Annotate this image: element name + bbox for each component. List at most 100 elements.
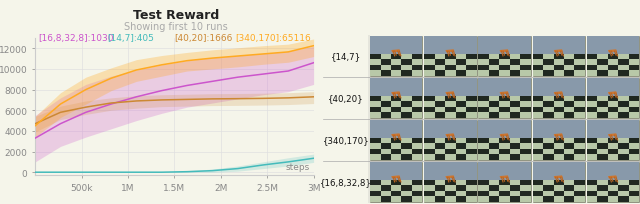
Bar <box>510 113 520 118</box>
Bar <box>370 102 381 107</box>
Bar <box>412 55 422 60</box>
Bar <box>587 121 639 138</box>
Bar <box>424 180 435 185</box>
Bar <box>628 191 639 196</box>
Bar <box>479 107 489 113</box>
Bar <box>424 121 477 138</box>
Bar <box>424 113 435 118</box>
Bar <box>479 185 489 191</box>
Bar <box>532 96 543 102</box>
Bar <box>554 107 564 113</box>
Bar <box>608 144 618 149</box>
Bar <box>435 196 445 202</box>
Bar <box>628 65 639 71</box>
Bar <box>543 55 554 60</box>
Bar <box>532 37 585 76</box>
Bar <box>597 55 608 60</box>
Bar <box>543 107 554 113</box>
Bar <box>499 60 510 65</box>
Bar <box>520 102 531 107</box>
Bar <box>435 154 445 160</box>
Bar <box>412 191 422 196</box>
Bar <box>500 175 509 178</box>
Bar <box>456 185 466 191</box>
Bar <box>597 96 608 102</box>
Bar <box>587 113 597 118</box>
Bar <box>520 65 531 71</box>
Bar <box>479 138 489 144</box>
Bar <box>401 138 412 144</box>
Bar <box>543 65 554 71</box>
Bar <box>587 55 597 60</box>
Bar <box>532 163 585 180</box>
Bar <box>628 113 639 118</box>
Bar <box>391 50 400 53</box>
Bar <box>435 71 445 76</box>
Bar <box>424 55 435 60</box>
Bar <box>532 154 543 160</box>
Bar <box>479 196 489 202</box>
Bar <box>370 79 422 96</box>
Bar <box>370 65 381 71</box>
Bar <box>445 196 456 202</box>
Bar <box>466 55 477 60</box>
Bar <box>564 60 575 65</box>
Bar <box>618 55 628 60</box>
Bar <box>499 55 510 60</box>
Bar <box>597 185 608 191</box>
Bar <box>456 191 466 196</box>
Bar <box>618 149 628 154</box>
Bar <box>424 65 435 71</box>
Bar <box>479 121 531 160</box>
Bar <box>391 154 401 160</box>
Bar <box>370 121 422 138</box>
Bar <box>391 196 401 202</box>
Bar <box>381 113 391 118</box>
Bar <box>424 138 435 144</box>
Bar <box>499 65 510 71</box>
Bar <box>424 107 435 113</box>
Bar <box>391 180 401 185</box>
Bar <box>628 96 639 102</box>
Bar <box>489 138 499 144</box>
Bar <box>532 37 585 55</box>
Bar <box>412 185 422 191</box>
Bar <box>479 71 489 76</box>
Bar <box>532 107 543 113</box>
Bar <box>608 180 618 185</box>
Bar <box>370 37 422 76</box>
Bar <box>479 60 489 65</box>
Bar <box>597 144 608 149</box>
Bar <box>597 196 608 202</box>
Bar <box>587 144 597 149</box>
Bar <box>554 102 564 107</box>
Bar <box>370 138 381 144</box>
Bar <box>466 191 477 196</box>
Bar <box>532 185 543 191</box>
Bar <box>456 107 466 113</box>
Bar <box>466 102 477 107</box>
Bar <box>564 149 575 154</box>
Bar <box>401 55 412 60</box>
Bar <box>618 185 628 191</box>
Bar <box>424 121 477 160</box>
Bar <box>520 196 531 202</box>
Bar <box>510 191 520 196</box>
Bar <box>520 138 531 144</box>
Bar <box>381 71 391 76</box>
Bar <box>554 154 564 160</box>
Bar <box>564 191 575 196</box>
Bar <box>466 65 477 71</box>
Bar <box>597 138 608 144</box>
Bar <box>543 180 554 185</box>
Bar <box>628 144 639 149</box>
Bar <box>618 65 628 71</box>
Bar <box>424 37 477 76</box>
Bar <box>554 185 564 191</box>
Bar <box>597 71 608 76</box>
Bar <box>554 144 564 149</box>
Bar <box>618 154 628 160</box>
Bar <box>381 180 391 185</box>
Bar <box>532 79 585 96</box>
Bar <box>587 180 597 185</box>
